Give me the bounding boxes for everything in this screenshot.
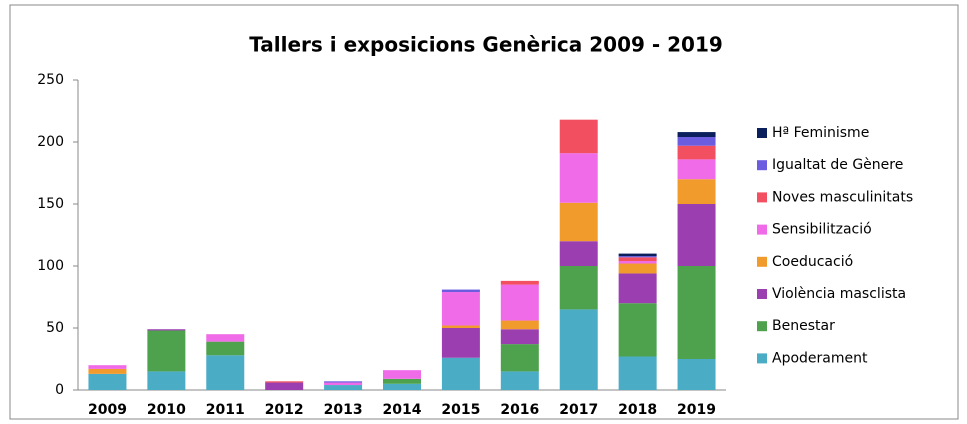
bar-segment bbox=[147, 330, 186, 372]
bar-segment bbox=[88, 373, 127, 390]
bar-segment bbox=[500, 371, 539, 390]
bar-segment bbox=[441, 289, 480, 293]
bar-segment bbox=[265, 382, 304, 390]
bar-segment bbox=[618, 257, 657, 262]
bar-segment bbox=[324, 382, 363, 386]
bar-segment bbox=[677, 137, 716, 146]
x-tick-label: 2016 bbox=[500, 402, 539, 418]
bar-segment bbox=[88, 365, 127, 369]
bar-segment bbox=[559, 153, 598, 203]
bar-segment bbox=[677, 266, 716, 359]
bar-segment bbox=[618, 261, 657, 264]
bar-segment bbox=[559, 119, 598, 154]
bar-segment bbox=[677, 132, 716, 138]
bar-segment bbox=[500, 280, 539, 285]
bar-segment bbox=[677, 179, 716, 204]
bar-segment bbox=[383, 383, 421, 390]
bar-segment bbox=[500, 320, 539, 330]
legend-label: Apoderament bbox=[772, 350, 868, 366]
bar-segment bbox=[441, 328, 480, 358]
y-tick-label: 100 bbox=[37, 258, 64, 274]
bar-segment bbox=[618, 273, 657, 304]
legend-swatch bbox=[757, 128, 767, 138]
bar-segment bbox=[559, 309, 598, 390]
legend-swatch bbox=[757, 321, 767, 332]
legend-swatch bbox=[757, 289, 767, 299]
legend-label: Hª Feminisme bbox=[772, 125, 869, 141]
legend-swatch bbox=[757, 160, 767, 171]
bar-segment bbox=[559, 266, 598, 310]
bar-segment bbox=[500, 344, 539, 372]
bar-segment bbox=[677, 359, 716, 390]
y-tick-label: 0 bbox=[55, 382, 64, 398]
bar-segment bbox=[618, 303, 657, 357]
bar-segment bbox=[441, 357, 480, 390]
bar-segment bbox=[324, 385, 363, 390]
bar-segment bbox=[677, 204, 716, 266]
bar-segment bbox=[265, 381, 304, 383]
y-tick-label: 50 bbox=[46, 320, 64, 336]
bar-segment bbox=[324, 381, 363, 383]
bar-segment bbox=[618, 256, 657, 258]
legend-label: Noves masculinitats bbox=[772, 189, 913, 205]
x-tick-label: 2013 bbox=[324, 402, 363, 418]
y-tick-label: 200 bbox=[37, 134, 64, 150]
chart-title: Tallers i exposicions Genèrica 2009 - 20… bbox=[249, 33, 723, 57]
bar-segment bbox=[677, 145, 716, 160]
bar-segment bbox=[500, 284, 539, 321]
bar-segment bbox=[88, 368, 127, 374]
x-tick-label: 2017 bbox=[559, 402, 598, 418]
bar-segment bbox=[206, 341, 245, 356]
x-tick-label: 2012 bbox=[265, 402, 304, 418]
bar-segment bbox=[383, 378, 421, 384]
bar-segment bbox=[441, 292, 480, 326]
legend-swatch bbox=[757, 224, 767, 235]
legend-swatch bbox=[757, 192, 767, 203]
bar-segment bbox=[618, 263, 657, 274]
legend-swatch bbox=[757, 256, 767, 267]
legend-swatch bbox=[757, 353, 767, 364]
x-tick-label: 2019 bbox=[677, 402, 716, 418]
x-tick-label: 2015 bbox=[441, 402, 480, 418]
bar-segment bbox=[559, 241, 598, 266]
y-tick-label: 250 bbox=[37, 72, 64, 88]
y-tick-label: 150 bbox=[37, 196, 64, 212]
bar-segment bbox=[206, 334, 245, 342]
bar-segment bbox=[500, 329, 539, 345]
x-tick-label: 2010 bbox=[147, 402, 186, 418]
bar-segment bbox=[559, 202, 598, 242]
bar-segment bbox=[147, 329, 186, 331]
legend-label: Violència masclista bbox=[772, 286, 906, 302]
legend-label: Benestar bbox=[772, 318, 835, 334]
bar-segment bbox=[383, 370, 421, 379]
bar-segment bbox=[147, 371, 186, 390]
x-tick-label: 2014 bbox=[383, 402, 422, 418]
legend-label: Coeducació bbox=[772, 254, 853, 270]
x-tick-label: 2009 bbox=[88, 402, 127, 418]
x-tick-label: 2011 bbox=[206, 402, 245, 418]
bar-segment bbox=[441, 325, 480, 328]
bar-segment bbox=[618, 356, 657, 390]
legend-label: Igualtat de Gènere bbox=[772, 157, 903, 173]
legend-label: Sensibilització bbox=[772, 222, 872, 238]
x-tick-label: 2018 bbox=[618, 402, 657, 418]
bar-segment bbox=[206, 355, 245, 390]
bar-segment bbox=[677, 159, 716, 180]
bar-segment bbox=[618, 253, 657, 257]
